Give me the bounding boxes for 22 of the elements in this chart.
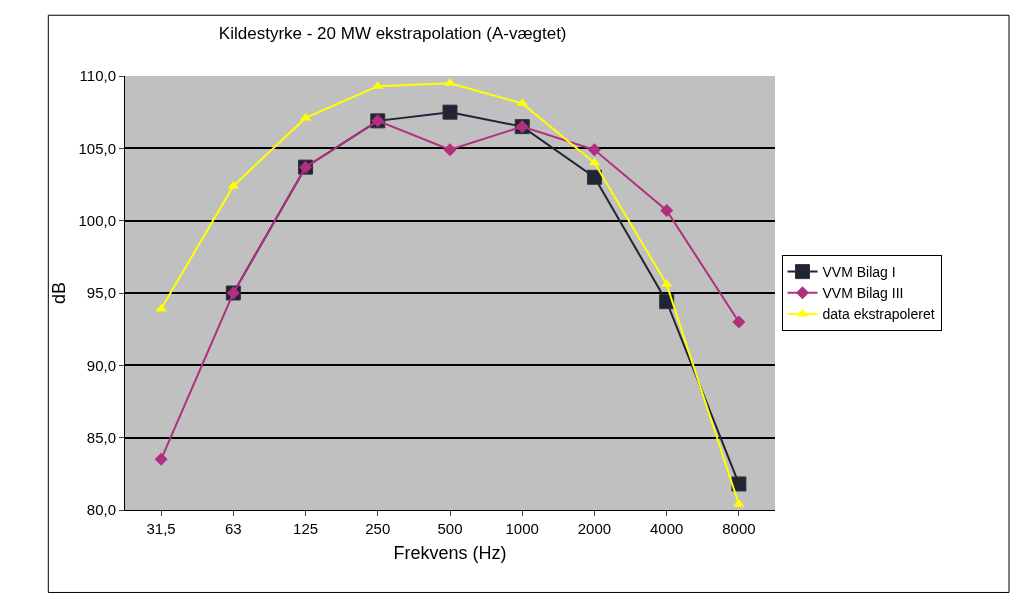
chart-title: Kildestyrke - 20 MW ekstrapolation (A-vægtet) [218, 23, 567, 43]
y-tick-label: 85,0 [86, 428, 116, 446]
y-tick-label: 80,0 [86, 501, 116, 519]
x-tick-label: 2000 [577, 520, 612, 537]
legend-label: VVM Bilag III [822, 285, 904, 302]
y-axis-title: dB [48, 281, 69, 305]
x-tick-label: 8000 [722, 520, 756, 537]
x-axis-title: Frekvens (Hz) [393, 543, 507, 564]
x-tick-label: 63 [224, 520, 242, 537]
x-tick-label: 125 [293, 520, 319, 537]
y-tick-label: 95,0 [86, 284, 116, 302]
y-tick-label: 105,0 [78, 139, 116, 157]
y-tick-label: 110,0 [79, 67, 116, 85]
x-tick-label: 1000 [505, 520, 539, 537]
x-tick-label: 4000 [649, 520, 684, 537]
x-tick-label: 500 [437, 520, 463, 537]
legend-label: VVM Bilag I [822, 264, 896, 281]
x-tick-label: 250 [365, 520, 391, 537]
y-tick-label: 90,0 [86, 356, 116, 374]
legend-label: data ekstrapoleret [822, 306, 935, 323]
x-tick-label: 31,5 [146, 520, 176, 537]
y-tick-label: 100,0 [78, 211, 116, 229]
